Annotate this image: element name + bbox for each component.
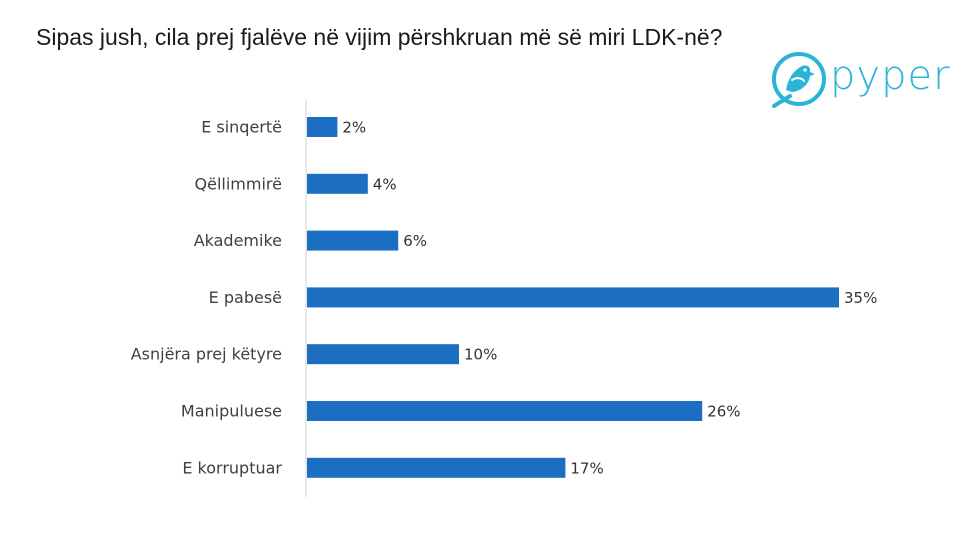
- value-label: 4%: [373, 175, 397, 193]
- value-label: 35%: [844, 289, 877, 307]
- bar: [307, 401, 703, 421]
- value-label: 10%: [464, 346, 497, 364]
- value-label: 17%: [570, 459, 603, 477]
- bar: [307, 117, 338, 137]
- category-label: E korruptuar: [182, 458, 282, 477]
- category-label: E pabesë: [209, 288, 282, 307]
- value-label: 26%: [707, 403, 740, 421]
- bar: [307, 344, 459, 365]
- bar: [307, 230, 399, 251]
- category-label: Asnjëra prej këtyre: [131, 345, 282, 364]
- category-label: Manipuluese: [181, 402, 282, 421]
- logo-text: pyper: [830, 53, 951, 99]
- bird-icon: [772, 52, 826, 108]
- bar: [307, 287, 839, 308]
- bar: [307, 173, 368, 194]
- category-label: E sinqertë: [201, 118, 282, 137]
- value-label: 6%: [403, 232, 427, 250]
- category-label: Akademike: [194, 231, 282, 250]
- pyper-logo: pyper: [770, 50, 960, 120]
- bar: [307, 457, 566, 478]
- chart-title: Sipas jush, cila prej fjalëve në vijim p…: [36, 24, 723, 50]
- category-label: Qëllimmirë: [195, 174, 282, 193]
- value-label: 2%: [342, 119, 366, 137]
